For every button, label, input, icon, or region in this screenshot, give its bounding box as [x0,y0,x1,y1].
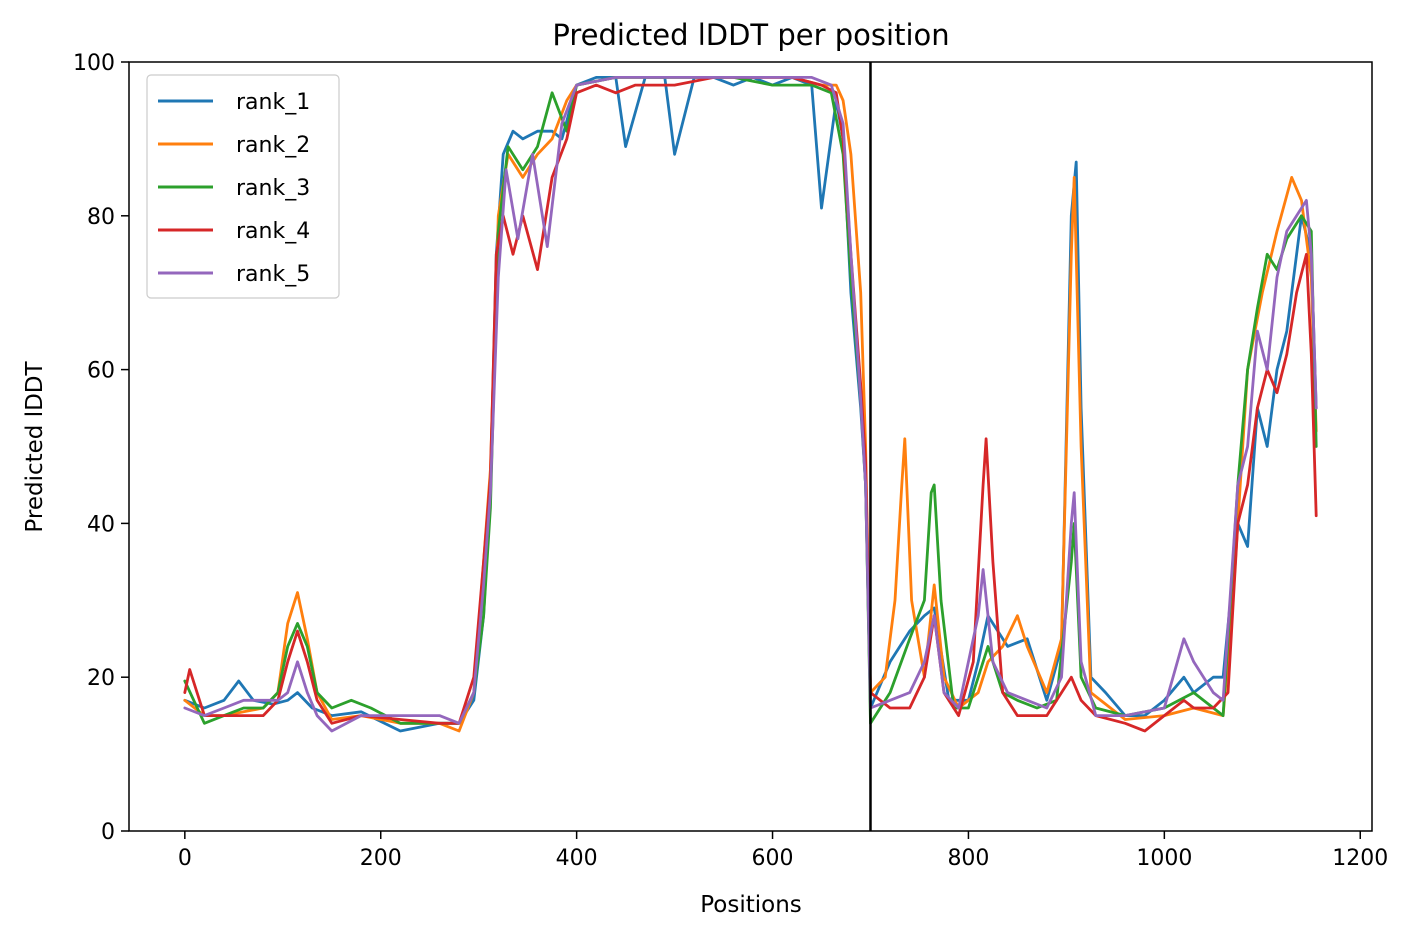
x-tick-label: 1000 [1136,846,1192,871]
y-tick-label: 20 [87,666,115,691]
y-axis-label: Predicted lDDT [22,360,48,532]
legend-item-rank-3: rank_3 [158,176,310,201]
legend-label: rank_3 [236,176,310,201]
y-tick-label: 80 [87,205,115,230]
x-tick-label: 600 [752,846,794,871]
legend-label: rank_4 [236,219,310,244]
x-axis: 0 200 400 600 800 1000 1200 [178,831,1388,871]
plot-frame [128,61,1373,832]
legend-label: rank_1 [236,90,310,115]
y-axis: 0 20 40 60 80 100 [73,51,129,845]
legend-item-rank-2: rank_2 [158,133,310,158]
y-tick-label: 100 [73,51,115,76]
y-tick-label: 40 [87,512,115,537]
x-tick-label: 1200 [1332,846,1388,871]
y-tick-label: 0 [101,820,115,845]
x-tick-label: 200 [360,846,402,871]
legend-item-rank-4: rank_4 [158,219,310,244]
x-tick-label: 0 [178,846,192,871]
series-line-rank-5 [183,76,1318,733]
x-tick-label: 400 [556,846,598,871]
chart-title: Predicted lDDT per position [552,18,949,52]
series-line-rank-2 [183,76,1318,733]
x-tick-label: 800 [947,846,989,871]
legend-item-rank-1: rank_1 [158,90,310,115]
x-axis-label: Positions [700,892,802,918]
series-layer [183,76,1318,733]
legend-box [146,74,340,299]
legend-item-rank-5: rank_5 [158,262,310,287]
legend-items: rank_1 rank_2 rank_3 rank_4 rank_5 [158,90,310,287]
y-tick-label: 60 [87,359,115,384]
plot-area [128,61,1373,832]
legend: rank_1 rank_2 rank_3 rank_4 rank_5 [146,74,340,299]
legend-label: rank_5 [236,262,310,287]
legend-label: rank_2 [236,133,310,158]
